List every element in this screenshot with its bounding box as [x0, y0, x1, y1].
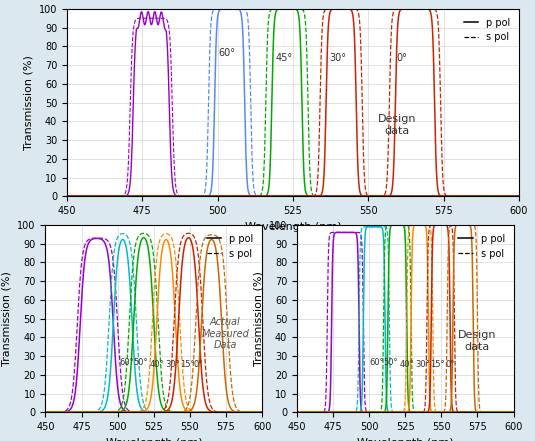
Text: 30°: 30°	[330, 53, 347, 64]
X-axis label: Wavelength (nm): Wavelength (nm)	[244, 221, 341, 232]
Text: 60°: 60°	[369, 359, 384, 367]
Text: 40°: 40°	[400, 360, 414, 370]
Y-axis label: Transmission (%): Transmission (%)	[2, 271, 12, 366]
Text: 50°: 50°	[134, 359, 148, 367]
Legend: p pol, s pol: p pol, s pol	[454, 230, 509, 262]
X-axis label: Wavelength (nm): Wavelength (nm)	[357, 437, 454, 441]
Text: 15°: 15°	[430, 360, 445, 370]
Text: 0°: 0°	[445, 360, 455, 370]
Text: 60°: 60°	[119, 359, 134, 367]
Text: 30°: 30°	[415, 360, 430, 370]
Legend: p pol, s pol: p pol, s pol	[203, 230, 257, 262]
X-axis label: Wavelength (nm): Wavelength (nm)	[105, 437, 202, 441]
Text: 40°: 40°	[149, 360, 164, 370]
Text: 15°: 15°	[180, 360, 194, 370]
Text: 45°: 45°	[276, 53, 293, 64]
Legend: p pol, s pol: p pol, s pol	[460, 14, 514, 46]
Text: Actual
Measured
Data: Actual Measured Data	[201, 317, 249, 350]
Text: 0°: 0°	[396, 53, 407, 64]
Text: 30°: 30°	[165, 360, 180, 370]
Text: Design
data: Design data	[457, 330, 496, 352]
Text: 50°: 50°	[384, 359, 398, 367]
Text: 60°: 60°	[218, 48, 235, 58]
Y-axis label: Transmission (%): Transmission (%)	[253, 271, 263, 366]
Y-axis label: Transmission (%): Transmission (%)	[23, 55, 33, 150]
Text: 0°: 0°	[194, 360, 203, 370]
Text: Design
data: Design data	[378, 114, 416, 136]
